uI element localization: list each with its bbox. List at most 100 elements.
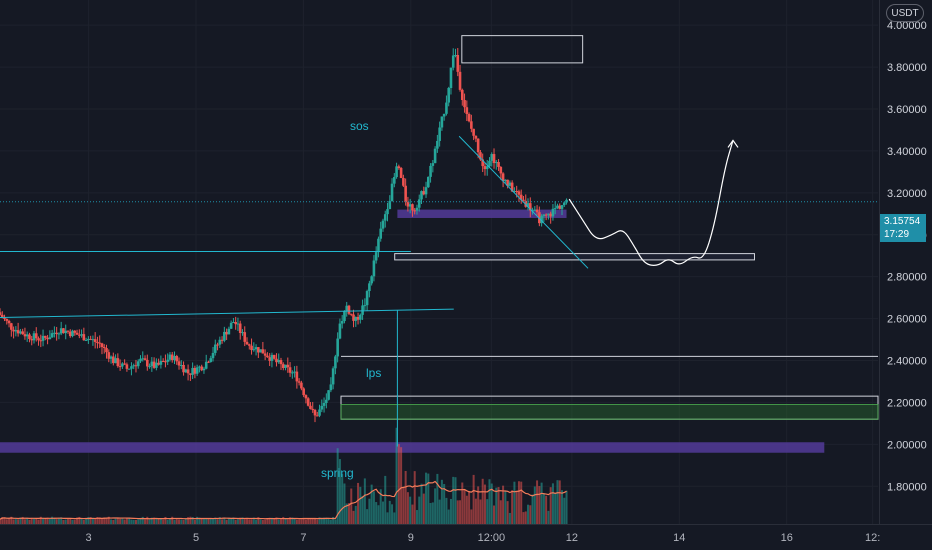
candle-body [109, 356, 113, 359]
volume-bar [64, 519, 67, 524]
volume-bar [554, 492, 557, 524]
candle-body [318, 409, 321, 416]
candle-body [93, 339, 97, 342]
projection-path [568, 140, 734, 266]
volume-bar [302, 518, 305, 524]
time-axis-border [0, 524, 932, 525]
volume-bar [511, 490, 514, 524]
candle-body [383, 214, 387, 221]
volume-bar [128, 517, 131, 524]
candle-body [309, 405, 312, 409]
candle-body [422, 191, 426, 195]
candle-body [485, 166, 489, 170]
candle-body [16, 330, 20, 334]
x-axis[interactable]: 3 5 7 9 12:00 12 14 16 12: [86, 532, 881, 544]
candle-body [291, 372, 294, 374]
volume-bar [225, 519, 228, 524]
candle-body [229, 322, 233, 329]
candle-body [159, 360, 163, 365]
volume-bar [159, 518, 162, 524]
volume-bar [266, 518, 269, 524]
volume-bar [5, 519, 8, 524]
candle-body [306, 398, 310, 406]
volume-bar [196, 516, 199, 524]
candle-body [451, 55, 455, 68]
candle-body [354, 316, 358, 321]
candle-body [472, 128, 475, 136]
y-tick-label: 4.00000 [887, 20, 927, 32]
candle-body [53, 332, 56, 334]
candle-body [549, 213, 552, 217]
volume-bar [282, 516, 285, 524]
volume-bar [227, 518, 230, 524]
currency-button[interactable]: USDT [886, 4, 924, 22]
candle-body [345, 305, 349, 312]
candle-body [184, 369, 188, 373]
candle-body [272, 354, 276, 359]
volume-bar [182, 519, 185, 524]
candle-body [23, 334, 27, 337]
volume-bar [508, 512, 511, 524]
volume-bar [289, 517, 292, 524]
candle-body [368, 283, 371, 292]
volume-bar [87, 517, 90, 524]
candle-body [476, 138, 480, 153]
volume-bar [445, 497, 448, 524]
volume-bar [295, 519, 298, 524]
candle-body [427, 176, 430, 188]
volume-bar [19, 517, 22, 524]
candle-body [136, 361, 140, 367]
candle-body [87, 338, 90, 341]
candle-body [157, 362, 160, 365]
candle-body [37, 338, 40, 341]
volume-bar [366, 509, 369, 524]
candle-body [28, 334, 31, 339]
candle-body [504, 179, 507, 182]
volume-bar [527, 504, 530, 524]
candle-body [19, 331, 22, 334]
candle-body [34, 333, 38, 339]
candle-body [510, 182, 514, 192]
candle-body [370, 276, 373, 284]
candle-body [218, 339, 222, 345]
volume-bar [402, 487, 405, 524]
zone-band_green [340, 404, 879, 420]
volume-bar [347, 503, 350, 524]
drawings-layer [0, 135, 878, 447]
y-axis[interactable]: 1.80000 2.00000 2.20000 2.40000 2.60000 2.800… [887, 20, 927, 493]
volume-bar [443, 484, 446, 524]
candle-body [390, 183, 394, 201]
volume-bar [561, 490, 564, 524]
volume-bar [155, 518, 158, 524]
volume-bar [0, 519, 1, 524]
candle-body [46, 337, 49, 340]
candle-body [141, 358, 145, 360]
volume-bar [379, 489, 382, 524]
candle-body [415, 207, 419, 211]
candle-body [213, 344, 217, 353]
candle-body [238, 323, 242, 333]
volume-bar [71, 519, 74, 524]
candle-body [21, 331, 24, 335]
volume-bar [202, 518, 205, 524]
candle-body [395, 166, 398, 178]
candle-body [71, 330, 74, 337]
volume-bar [352, 510, 355, 524]
candle-body [211, 352, 215, 359]
volume-bar [110, 519, 113, 524]
candle-body [132, 365, 136, 367]
candle-body [57, 333, 61, 335]
candle-body [48, 337, 52, 340]
candle-body [556, 205, 559, 209]
volume-bar [241, 517, 244, 524]
volume-bar [336, 448, 339, 524]
volume-bar [107, 516, 110, 524]
candle-body [121, 363, 124, 367]
candle-body [202, 368, 206, 371]
volume-bar [472, 474, 475, 524]
volume-bar [166, 519, 169, 524]
volume-bar [434, 488, 437, 524]
candle-body [349, 313, 353, 315]
candle-body [540, 216, 543, 224]
